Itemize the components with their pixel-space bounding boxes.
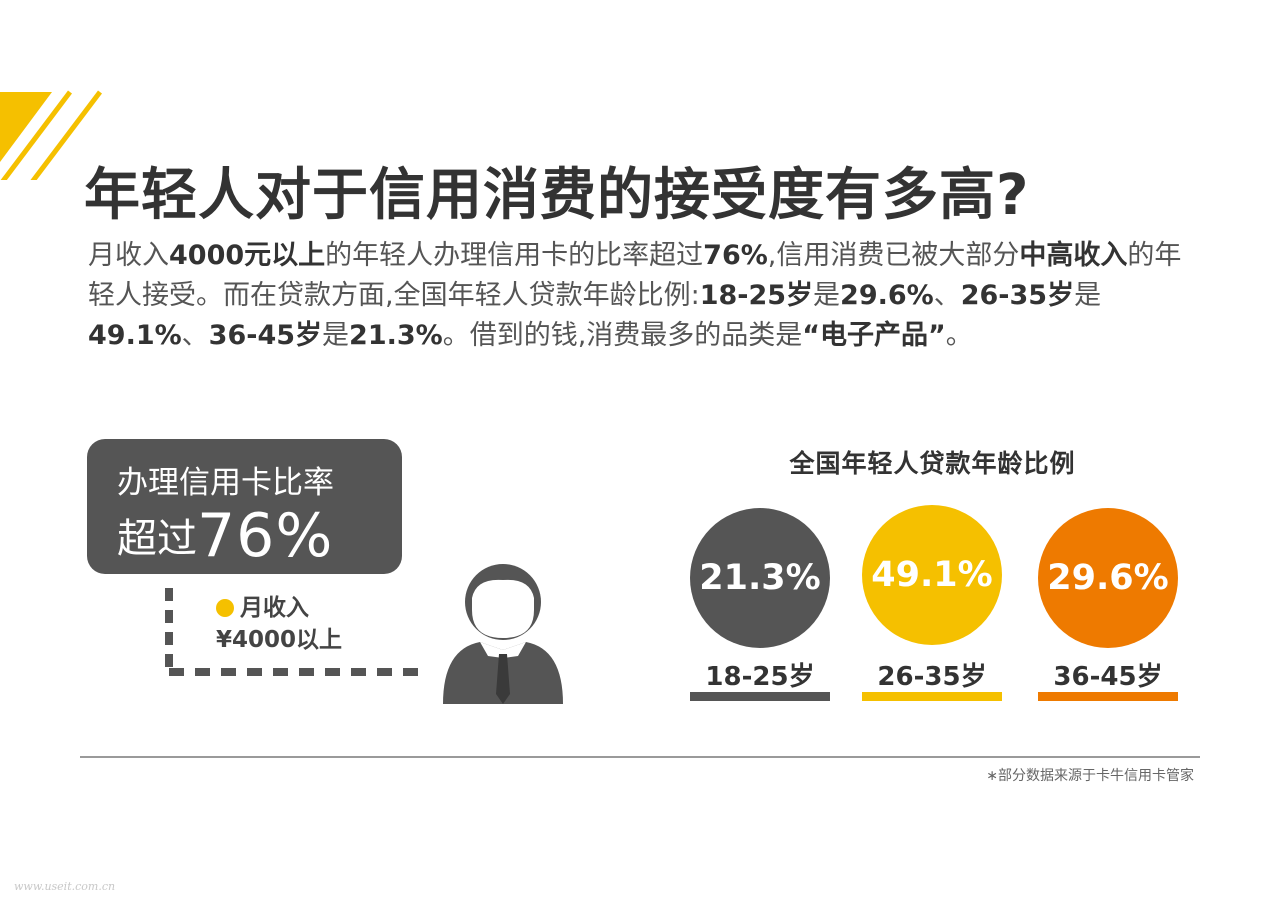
intro-text: 、	[933, 280, 961, 311]
loan-bubble: 29.6%	[1038, 508, 1178, 648]
intro-text: ,信用消费已被大部分	[767, 240, 1020, 271]
card-rate: 超过76%	[117, 501, 333, 571]
watermark: www.useit.com.cn	[14, 880, 116, 893]
loan-age-label: 36-45岁	[1053, 662, 1163, 692]
intro-highlight: 26-35岁	[960, 280, 1075, 311]
page-title: 年轻人对于信用消费的接受度有多高?	[84, 163, 1030, 228]
loan-age-bar	[1038, 692, 1178, 701]
yellow-dot-icon	[216, 599, 234, 617]
intro-text: 、	[181, 320, 209, 351]
intro-highlight: 29.6%	[840, 280, 934, 311]
loan-age-bar	[862, 692, 1002, 701]
loan-age-bar	[690, 692, 830, 701]
businessman-icon	[443, 564, 563, 704]
loan-bubble: 49.1%	[862, 505, 1002, 645]
intro-paragraph: 月收入4000元以上的年轻人办理信用卡的比率超过76%,信用消费已被大部分中高收…	[88, 236, 1198, 356]
credit-card-rate-card: 办理信用卡比率 超过76%	[87, 439, 402, 574]
intro-text: 是	[813, 280, 841, 311]
intro-text: 是	[322, 320, 350, 351]
intro-text: 的年轻人接受。而在贷款方面,全国年轻人贷款年龄比例:	[88, 240, 1182, 311]
intro-text: 。	[945, 320, 973, 351]
intro-text: 是	[1074, 280, 1102, 311]
intro-highlight: 76%	[703, 240, 768, 271]
loan-chart-title: 全国年轻人贷款年龄比例	[789, 449, 1076, 478]
card-rate-value: 76%	[197, 501, 334, 571]
card-label: 办理信用卡比率	[117, 465, 334, 501]
loan-age-label: 26-35岁	[877, 662, 987, 692]
intro-highlight: 中高收入	[1019, 240, 1128, 271]
intro-highlight: 49.1%	[88, 320, 182, 351]
intro-highlight: 4000元以上	[169, 240, 326, 271]
source-note: ∗部分数据来源于卡牛信用卡管家	[986, 768, 1194, 784]
corner-stripes-decoration	[0, 90, 102, 180]
footer-divider	[80, 756, 1200, 758]
intro-highlight: 36-45岁	[208, 320, 323, 351]
intro-highlight: 18-25岁	[699, 280, 814, 311]
intro-text: 的年轻人办理信用卡的比率超过	[325, 240, 704, 271]
income-amount: ¥4000以上	[216, 627, 343, 653]
dashed-connector	[165, 588, 420, 676]
intro-highlight: “电子产品”	[802, 320, 946, 351]
income-label: 月收入	[240, 595, 309, 621]
intro-text: 月收入	[88, 240, 169, 271]
income-note: 月收入 ¥4000以上	[216, 592, 342, 656]
loan-age-label: 18-25岁	[705, 662, 815, 692]
loan-bubble: 21.3%	[690, 508, 830, 648]
intro-text: 。借到的钱,消费最多的品类是	[442, 320, 803, 351]
intro-highlight: 21.3%	[349, 320, 443, 351]
card-rate-prefix: 超过	[117, 516, 197, 562]
